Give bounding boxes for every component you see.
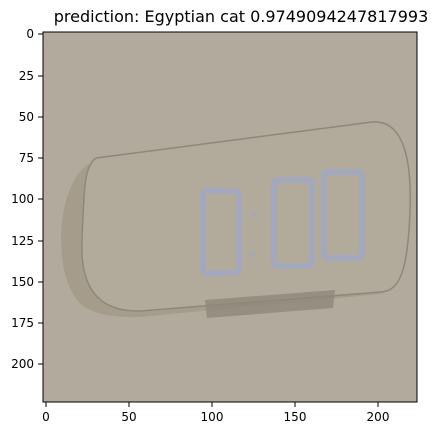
image-panel bbox=[42, 31, 418, 403]
clock-brand-plate bbox=[205, 290, 335, 318]
y-tick-label: 75 bbox=[19, 151, 34, 165]
x-tick-label: 100 bbox=[201, 410, 224, 424]
y-tick-label: 100 bbox=[11, 192, 34, 206]
y-tick-label: 50 bbox=[19, 110, 34, 124]
y-tick-label: 25 bbox=[19, 69, 34, 83]
y-tick-label: 150 bbox=[11, 275, 34, 289]
x-tick-label: 0 bbox=[42, 410, 50, 424]
x-tick-label: 150 bbox=[284, 410, 307, 424]
x-tick-label: 200 bbox=[367, 410, 390, 424]
y-tick-label: 200 bbox=[11, 357, 34, 371]
x-axis: 0 50 100 150 200 bbox=[42, 402, 389, 424]
x-tick-label: 50 bbox=[121, 410, 136, 424]
y-tick-label: 175 bbox=[11, 316, 34, 330]
y-tick-label: 125 bbox=[11, 234, 34, 248]
clock bbox=[61, 121, 411, 318]
y-axis: 0 25 50 75 100 125 150 175 200 bbox=[11, 27, 43, 371]
clock-display-digits bbox=[200, 169, 365, 276]
plot-title: prediction: Egyptian cat 0.9749094247817… bbox=[54, 7, 429, 26]
y-tick-label: 0 bbox=[26, 27, 34, 41]
axes-frame bbox=[42, 31, 418, 403]
